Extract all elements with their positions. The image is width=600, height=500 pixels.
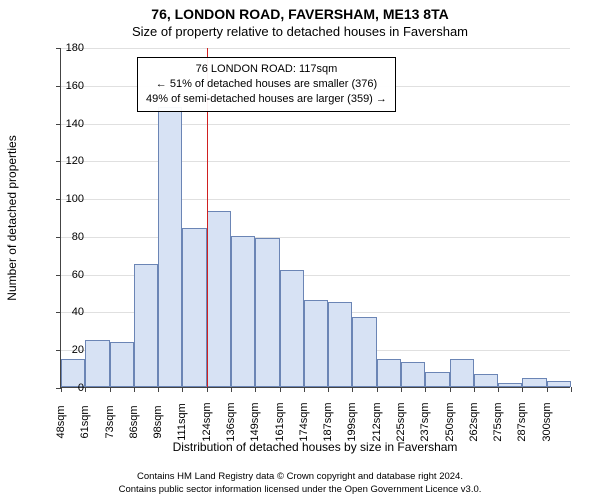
xtick-label: 73sqm xyxy=(104,405,116,438)
ytick-label: 100 xyxy=(44,193,84,205)
ytick-label: 140 xyxy=(44,118,84,130)
annotation-line-3: 49% of semi-detached houses are larger (… xyxy=(146,92,387,107)
chart-title: Size of property relative to detached ho… xyxy=(0,22,600,39)
ytick-label: 40 xyxy=(44,306,84,318)
annotation-line-2: ← 51% of detached houses are smaller (37… xyxy=(146,77,387,92)
xtick-label: 98sqm xyxy=(152,405,164,438)
xtick-mark xyxy=(352,387,353,392)
xtick-mark xyxy=(571,387,572,392)
x-axis-label: Distribution of detached houses by size … xyxy=(60,440,570,454)
histogram-bar xyxy=(304,300,328,387)
xtick-label: 199sqm xyxy=(346,402,358,441)
chart-container: 76, LONDON ROAD, FAVERSHAM, ME13 8TA Siz… xyxy=(0,0,600,500)
footer-line-2: Contains public sector information licen… xyxy=(0,484,600,496)
xtick-mark xyxy=(182,387,183,392)
xtick-mark xyxy=(328,387,329,392)
histogram-bar xyxy=(498,383,522,387)
plot-area: 48sqm61sqm73sqm86sqm98sqm111sqm124sqm136… xyxy=(60,48,570,388)
xtick-label: 262sqm xyxy=(468,402,480,441)
xtick-label: 187sqm xyxy=(322,402,334,441)
xtick-mark xyxy=(231,387,232,392)
xtick-mark xyxy=(207,387,208,392)
histogram-bar xyxy=(207,211,231,387)
histogram-bar xyxy=(328,302,352,387)
gridline xyxy=(61,237,570,238)
histogram-bar xyxy=(182,228,206,387)
xtick-label: 161sqm xyxy=(274,402,286,441)
xtick-mark xyxy=(547,387,548,392)
histogram-bar xyxy=(425,372,449,387)
annotation-line-1: 76 LONDON ROAD: 117sqm xyxy=(146,62,387,77)
xtick-mark xyxy=(85,387,86,392)
ytick-label: 20 xyxy=(44,344,84,356)
address-title: 76, LONDON ROAD, FAVERSHAM, ME13 8TA xyxy=(0,0,600,22)
histogram-bar xyxy=(134,264,158,387)
histogram-bar xyxy=(85,340,109,387)
xtick-label: 250sqm xyxy=(444,402,456,441)
xtick-mark xyxy=(304,387,305,392)
xtick-mark xyxy=(450,387,451,392)
xtick-label: 300sqm xyxy=(541,402,553,441)
histogram-bar xyxy=(158,107,182,387)
ytick-label: 160 xyxy=(44,80,84,92)
xtick-label: 61sqm xyxy=(79,405,91,438)
ytick-label: 180 xyxy=(44,42,84,54)
histogram-bar xyxy=(255,238,279,387)
xtick-label: 124sqm xyxy=(201,402,213,441)
annotation-box: 76 LONDON ROAD: 117sqm← 51% of detached … xyxy=(137,57,396,112)
xtick-label: 111sqm xyxy=(176,403,188,441)
xtick-mark xyxy=(255,387,256,392)
histogram-bar xyxy=(522,378,546,387)
xtick-label: 237sqm xyxy=(419,402,431,441)
ytick-label: 120 xyxy=(44,155,84,167)
footer-line-1: Contains HM Land Registry data © Crown c… xyxy=(0,471,600,483)
y-axis-label: Number of detached properties xyxy=(5,135,19,300)
histogram-bar xyxy=(377,359,401,387)
histogram-bar xyxy=(352,317,376,387)
histogram-bar xyxy=(474,374,498,387)
xtick-label: 212sqm xyxy=(371,402,383,441)
footer-attribution: Contains HM Land Registry data © Crown c… xyxy=(0,471,600,496)
histogram-bar xyxy=(450,359,474,387)
histogram-bar xyxy=(280,270,304,387)
xtick-mark xyxy=(425,387,426,392)
xtick-mark xyxy=(158,387,159,392)
gridline xyxy=(61,124,570,125)
gridline xyxy=(61,161,570,162)
xtick-mark xyxy=(110,387,111,392)
xtick-label: 225sqm xyxy=(395,402,407,441)
xtick-label: 48sqm xyxy=(55,405,67,438)
xtick-label: 86sqm xyxy=(128,405,140,438)
xtick-mark xyxy=(401,387,402,392)
xtick-mark xyxy=(377,387,378,392)
histogram-bar xyxy=(231,236,255,387)
xtick-mark xyxy=(280,387,281,392)
xtick-label: 275sqm xyxy=(492,402,504,441)
gridline xyxy=(61,48,570,49)
ytick-label: 0 xyxy=(44,382,84,394)
xtick-mark xyxy=(498,387,499,392)
ytick-label: 80 xyxy=(44,231,84,243)
xtick-mark xyxy=(474,387,475,392)
histogram-bar xyxy=(401,362,425,387)
xtick-label: 174sqm xyxy=(298,402,310,441)
histogram-bar xyxy=(110,342,134,387)
ytick-label: 60 xyxy=(44,269,84,281)
xtick-label: 287sqm xyxy=(516,402,528,441)
histogram-bar xyxy=(547,381,571,387)
xtick-label: 136sqm xyxy=(225,402,237,441)
xtick-label: 149sqm xyxy=(249,402,261,441)
xtick-mark xyxy=(522,387,523,392)
xtick-mark xyxy=(134,387,135,392)
gridline xyxy=(61,199,570,200)
